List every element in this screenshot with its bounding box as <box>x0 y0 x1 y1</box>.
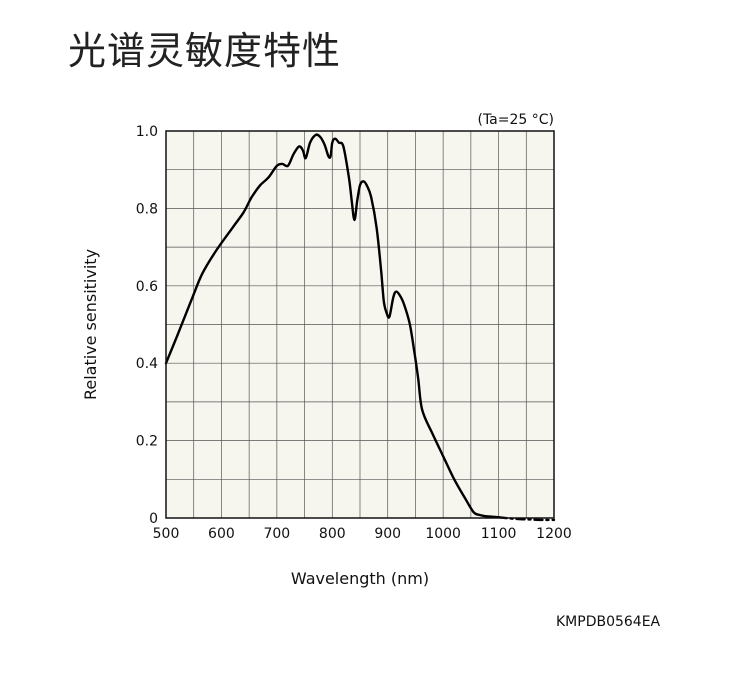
y-tick-label: 0.4 <box>136 356 158 372</box>
x-tick-label: 1100 <box>481 526 517 542</box>
plot-frame <box>165 130 555 519</box>
x-tick-labels: 500 600 700 800 900 1000 1100 1200 <box>153 526 572 542</box>
x-tick-label: 1000 <box>425 526 461 542</box>
page-title: 光谱灵敏度特性 <box>68 29 342 73</box>
x-axis-label: Wavelength (nm) <box>291 569 429 588</box>
x-tick-label: 900 <box>374 526 401 542</box>
grid <box>166 131 554 518</box>
y-tick-label: 1.0 <box>136 124 158 140</box>
measurement-condition: (Ta=25 °C) <box>477 112 554 128</box>
reference-code: KMPDB0564EA <box>556 614 661 630</box>
y-tick-label: 0.8 <box>136 201 158 217</box>
x-tick-label: 600 <box>208 526 235 542</box>
sensitivity-curve <box>164 133 500 519</box>
y-tick-label: 0.6 <box>136 279 158 295</box>
series-layer <box>164 133 556 522</box>
y-tick-label: 0.2 <box>136 434 158 450</box>
x-tick-label: 500 <box>153 526 180 542</box>
x-tick-label: 1200 <box>536 526 572 542</box>
y-tick-labels: 0 0.2 0.4 0.6 0.8 1.0 <box>136 124 158 527</box>
x-tick-label: 700 <box>263 526 290 542</box>
x-tick-label: 800 <box>319 526 346 542</box>
y-axis-label: Relative sensitivity <box>81 249 100 400</box>
y-tick-label: 0 <box>149 511 158 527</box>
